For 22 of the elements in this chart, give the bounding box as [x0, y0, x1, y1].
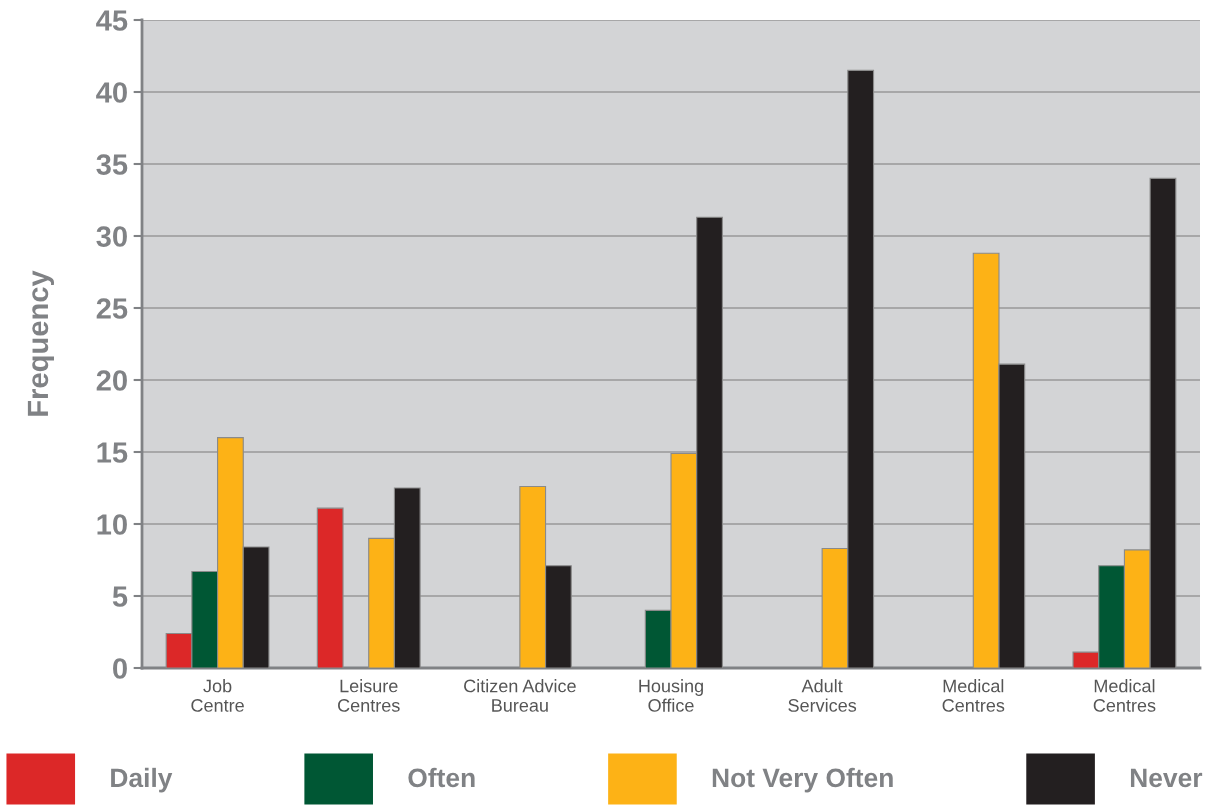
- y-tick-label: 40: [96, 82, 127, 103]
- x-tick-label: Leisure Centres: [338, 679, 400, 712]
- legend-label: Not Very Often: [712, 767, 893, 793]
- x-tick-label: Housing Office: [639, 679, 703, 712]
- y-tick-label: 5: [112, 586, 128, 607]
- x-tick-label: Adult Services: [788, 679, 857, 712]
- y-tick-label: 45: [96, 10, 128, 31]
- legend-label: Never: [1130, 768, 1203, 788]
- legend-label: Often: [408, 767, 475, 788]
- y-tick-label: 0: [113, 658, 127, 679]
- y-axis-title: Frequency: [27, 270, 55, 416]
- y-tick-label: 25: [96, 298, 128, 319]
- legend-label: Daily: [111, 767, 173, 793]
- y-tick-label: 30: [96, 226, 127, 247]
- y-tick-label: 10: [97, 514, 127, 535]
- x-tick-label: Job Centre: [191, 679, 244, 712]
- x-tick-label: Medical Centres: [1093, 679, 1156, 712]
- y-tick-label: 35: [96, 154, 128, 175]
- x-tick-label: Medical Centres: [942, 679, 1005, 712]
- y-tick-label: 15: [97, 442, 128, 463]
- y-tick-label: 20: [96, 370, 127, 391]
- x-tick-label: Citizen Advice Bureau: [464, 679, 576, 712]
